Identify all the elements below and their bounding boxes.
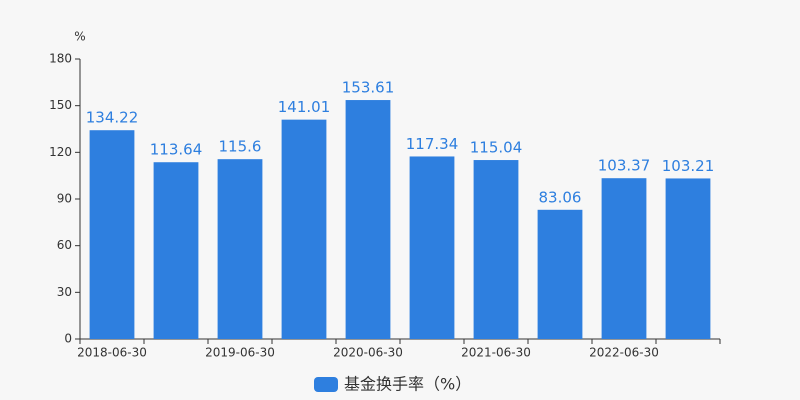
x-tick-label: 2019-06-30 [205, 346, 275, 360]
bar [601, 178, 647, 339]
value-label: 103.37 [598, 157, 651, 175]
bar [537, 209, 583, 339]
x-tick-label: 2020-06-30 [333, 346, 403, 360]
bar [345, 100, 391, 339]
value-label: 113.64 [150, 141, 203, 159]
bar [281, 119, 327, 339]
y-tick-label: 30 [57, 285, 72, 299]
value-label: 103.21 [662, 157, 715, 175]
bar [217, 159, 263, 339]
value-label: 83.06 [539, 188, 582, 206]
x-tick-label: 2018-06-30 [77, 346, 147, 360]
value-label: 115.04 [470, 139, 523, 157]
value-label: 134.22 [86, 109, 139, 127]
bar [473, 160, 519, 339]
value-label: 115.6 [219, 138, 262, 156]
x-tick-label: 2021-06-30 [461, 346, 531, 360]
legend-label: 基金换手率（%） [344, 375, 471, 394]
y-tick-label: 150 [49, 98, 72, 112]
x-tick-label: 2022-06-30 [589, 346, 659, 360]
bar [665, 178, 711, 339]
y-tick-label: 0 [64, 332, 72, 346]
y-tick-label: 90 [57, 192, 72, 206]
value-label: 117.34 [406, 135, 459, 153]
value-label: 141.01 [278, 98, 331, 116]
y-tick-label: 120 [49, 145, 72, 159]
bar [89, 130, 135, 339]
y-tick-label: 60 [57, 238, 72, 252]
legend-swatch [314, 377, 338, 392]
bar [153, 162, 199, 339]
bar [409, 156, 455, 339]
value-label: 153.61 [342, 79, 395, 97]
y-tick-label: 180 [49, 52, 72, 66]
y-axis-label: % [74, 30, 85, 44]
